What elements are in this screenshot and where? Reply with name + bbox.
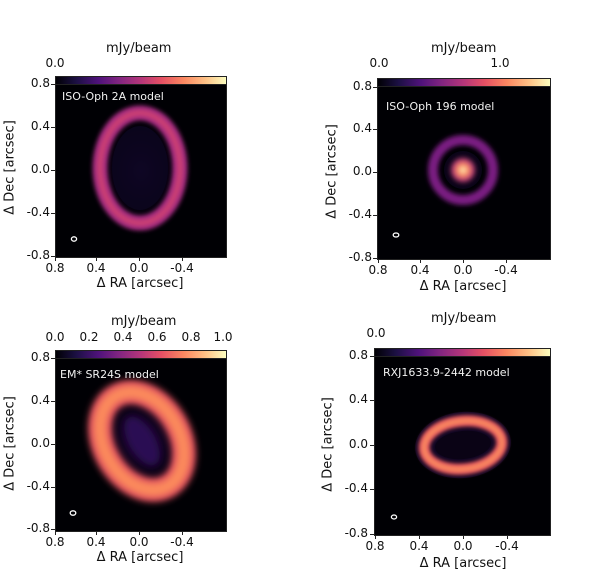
x-tick-label: 0.8 xyxy=(45,535,65,549)
x-tick-label: -0.4 xyxy=(170,261,194,275)
y-tick-label: 0.4 xyxy=(30,119,50,133)
y-tick-label: 0.0 xyxy=(348,437,368,451)
y-tick-label: 0.0 xyxy=(352,164,372,178)
y-tick-label: -0.8 xyxy=(26,248,50,262)
y-tick-label: -0.8 xyxy=(348,250,372,264)
y-tick-label: -0.4 xyxy=(344,481,368,495)
colorbar-tick: 0.4 xyxy=(113,330,133,344)
colorbar-tick: 0.6 xyxy=(147,330,167,344)
y-tick-label: 0.8 xyxy=(30,350,50,364)
x-tick-label: -0.4 xyxy=(494,263,518,277)
colorbar-tick: 0.0 xyxy=(366,326,386,340)
x-axis-label: Δ RA [arcsec] xyxy=(419,279,507,294)
y-tick-label: -0.8 xyxy=(344,526,368,540)
model-label: RXJ1633.9-2442 model xyxy=(383,366,510,379)
colorbar-tick: 0.0 xyxy=(45,56,65,70)
y-tick-label: 0.8 xyxy=(348,348,368,362)
image-map xyxy=(55,358,227,532)
y-axis-label: Δ Dec [arcsec] xyxy=(320,397,336,492)
image-map xyxy=(377,86,551,260)
x-tick-label: 0.4 xyxy=(410,263,430,277)
y-tick-label: 0.8 xyxy=(352,79,372,93)
x-axis-label: Δ RA [arcsec] xyxy=(96,550,184,565)
x-tick-label: 0.0 xyxy=(453,263,473,277)
x-tick-label: 0.8 xyxy=(45,261,65,275)
x-tick-label: 0.0 xyxy=(129,261,149,275)
x-tick-label: -0.4 xyxy=(495,539,519,553)
colorbar-tick: 0.8 xyxy=(181,330,201,344)
x-tick-label: -0.4 xyxy=(170,535,194,549)
y-tick-label: -0.4 xyxy=(348,207,372,221)
x-axis-label: Δ RA [arcsec] xyxy=(419,556,507,571)
model-label: ISO-Oph 2A model xyxy=(62,90,164,103)
x-tick-label: 0.8 xyxy=(365,539,385,553)
colorbar-tick: 1.0 xyxy=(213,330,233,344)
model-label: EM* SR24S model xyxy=(60,368,159,381)
y-tick-label: -0.8 xyxy=(26,521,50,535)
colorbar-title: mJy/beam xyxy=(431,311,497,326)
colorbar-tick: 0.2 xyxy=(79,330,99,344)
x-tick-label: 0.8 xyxy=(368,263,388,277)
colorbar-title: mJy/beam xyxy=(111,314,177,329)
x-tick-label: 0.4 xyxy=(409,539,429,553)
y-tick-label: 0.4 xyxy=(348,392,368,406)
colorbar-tick: 0.0 xyxy=(369,56,389,70)
y-axis-label: Δ Dec [arcsec] xyxy=(2,396,18,491)
image-map xyxy=(55,84,227,258)
y-tick-label: -0.4 xyxy=(26,205,50,219)
x-tick-label: 0.4 xyxy=(86,261,106,275)
colorbar-title: mJy/beam xyxy=(106,41,172,56)
y-tick-label: 0.8 xyxy=(30,76,50,90)
colorbar-tick: 0.0 xyxy=(45,330,65,344)
image-map xyxy=(374,356,551,536)
x-tick-label: 0.4 xyxy=(86,535,106,549)
colorbar-tick: 1.0 xyxy=(490,56,510,70)
y-tick-label: 0.4 xyxy=(352,121,372,135)
y-tick-label: 0.0 xyxy=(30,436,50,450)
y-tick-label: -0.4 xyxy=(26,479,50,493)
y-axis-label: Δ Dec [arcsec] xyxy=(324,124,340,219)
colorbar-title: mJy/beam xyxy=(431,41,497,56)
x-tick-label: 0.0 xyxy=(453,539,473,553)
y-tick-label: 0.0 xyxy=(30,162,50,176)
x-tick-label: 0.0 xyxy=(129,535,149,549)
x-axis-label: Δ RA [arcsec] xyxy=(96,276,184,291)
model-label: ISO-Oph 196 model xyxy=(386,100,495,113)
y-axis-label: Δ Dec [arcsec] xyxy=(2,120,18,215)
y-tick-label: 0.4 xyxy=(30,393,50,407)
